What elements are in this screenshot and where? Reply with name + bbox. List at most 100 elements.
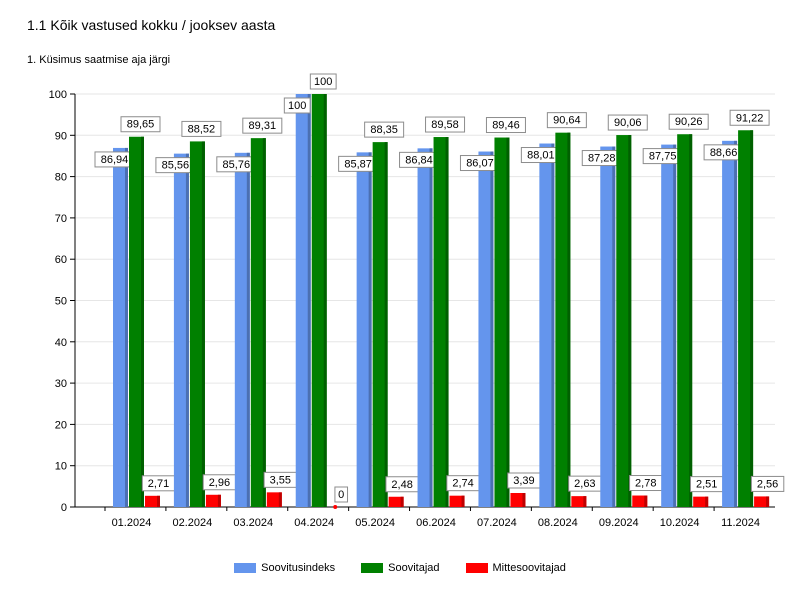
bar-shade: [461, 495, 465, 507]
legend-item[interactable]: Mittesoovitajad: [465, 562, 566, 574]
legend-item[interactable]: Soovitajad: [361, 562, 440, 574]
bar-shade: [157, 495, 160, 507]
bar-soovitajad: [616, 135, 632, 508]
bar-soovitusindeks: [295, 94, 311, 507]
x-tick-label: 02.2024: [172, 517, 212, 529]
bar-soovitusindeks: [173, 153, 189, 507]
legend-item[interactable]: Soovitusindeks: [234, 562, 335, 574]
data-label: 90,64: [553, 115, 581, 127]
data-label: 3,39: [513, 475, 534, 487]
x-tick-label: 07.2024: [477, 517, 517, 529]
data-label: 86,84: [405, 154, 433, 166]
data-label-box: [425, 116, 466, 133]
bar-soovitusindeks: [600, 146, 616, 507]
data-label: 86,07: [466, 158, 494, 170]
data-label-box: [607, 114, 648, 131]
x-tick-label: 09.2024: [599, 517, 639, 529]
data-label: 100: [288, 100, 306, 112]
y-tick-label: 60: [55, 254, 67, 266]
bar-mittesoovitajad: [145, 495, 160, 507]
data-label: 88,52: [188, 123, 216, 135]
legend-swatch: [465, 563, 488, 573]
data-label-box: [242, 117, 283, 134]
y-tick-label: 90: [55, 130, 67, 142]
bar-mittesoovitajad: [510, 492, 526, 507]
bar-mittesoovitajad: [333, 505, 338, 509]
legend-swatch: [361, 563, 384, 573]
x-tick-label: 05.2024: [355, 517, 395, 529]
y-tick-label: 30: [55, 378, 67, 390]
bar-soovitajad: [738, 130, 754, 507]
data-label-box: [334, 486, 349, 503]
legend-label: Soovitajad: [388, 562, 440, 574]
x-tick-label: 08.2024: [538, 517, 578, 529]
bar-shade: [141, 136, 144, 508]
bar-shade: [323, 94, 327, 507]
data-label-box: [729, 109, 770, 126]
legend-label: Mittesoovitajad: [492, 562, 566, 574]
data-label: 89,46: [492, 120, 520, 132]
data-label: 91,22: [736, 112, 764, 124]
y-tick-label: 20: [55, 419, 67, 431]
data-label: 0: [338, 489, 344, 501]
data-label: 88,01: [527, 150, 555, 162]
bar-shade: [644, 495, 648, 507]
bar-shade: [445, 137, 449, 507]
y-tick-label: 40: [55, 337, 67, 349]
bar-soovitajad: [250, 138, 266, 507]
bar-shade: [766, 496, 770, 507]
bar-soovitajad: [433, 137, 449, 507]
chart-title: 1.1 Kõik vastused kokku / jooksev aasta: [27, 17, 276, 33]
bar-shade: [705, 496, 709, 507]
bar-shade: [612, 146, 616, 507]
data-label: 2,51: [696, 479, 717, 491]
bar-soovitajad: [311, 94, 327, 507]
data-label: 89,31: [249, 120, 277, 132]
bar-mittesoovitajad: [754, 496, 770, 507]
data-label: 85,76: [223, 159, 251, 171]
bar-shade: [583, 496, 587, 507]
data-label-box: [668, 113, 709, 130]
data-label: 100: [314, 76, 332, 88]
bar-shade: [551, 143, 555, 507]
bar-shade: [689, 134, 693, 507]
data-label-box: [309, 73, 337, 90]
bar-soovitusindeks: [661, 144, 677, 507]
bar-soovitajad: [555, 132, 571, 507]
data-label-box: [364, 121, 405, 138]
data-label: 89,58: [431, 119, 459, 131]
bar-mittesoovitajad: [693, 496, 709, 507]
bar-soovitajad: [677, 134, 693, 507]
bar-soovitajad: [129, 136, 144, 508]
bar-soovitusindeks: [234, 152, 250, 507]
x-tick-label: 06.2024: [416, 517, 456, 529]
y-tick-label: 100: [49, 89, 67, 101]
chart-subtitle: 1. Küsimus saatmise aja järgi: [27, 54, 171, 66]
chart-legend: Soovitusindeks Soovitajad Mittesoovitaja…: [0, 562, 800, 574]
y-tick-label: 70: [55, 213, 67, 225]
bar-shade: [217, 494, 221, 507]
y-tick-label: 10: [55, 461, 67, 473]
legend-swatch: [234, 563, 257, 573]
bar-mittesoovitajad: [205, 494, 221, 507]
data-label: 2,78: [635, 478, 656, 490]
bar-shade: [246, 152, 250, 507]
data-label: 2,96: [209, 477, 230, 489]
bar-shade: [384, 142, 388, 507]
y-tick-label: 0: [61, 502, 67, 514]
data-label: 3,55: [270, 474, 291, 486]
y-tick-label: 80: [55, 172, 67, 184]
data-label: 85,56: [162, 160, 190, 172]
bar-shade: [400, 496, 404, 507]
data-label-box: [181, 120, 222, 137]
bar-mittesoovitajad: [266, 492, 282, 507]
x-tick-label: 03.2024: [233, 517, 273, 529]
data-label-box: [283, 97, 311, 114]
bar-shade: [262, 138, 266, 507]
bar-soovitusindeks: [722, 140, 738, 507]
bar-shade: [368, 152, 372, 507]
bar-shade: [673, 144, 677, 507]
data-label: 86,94: [101, 154, 129, 166]
data-label-box: [120, 116, 161, 133]
